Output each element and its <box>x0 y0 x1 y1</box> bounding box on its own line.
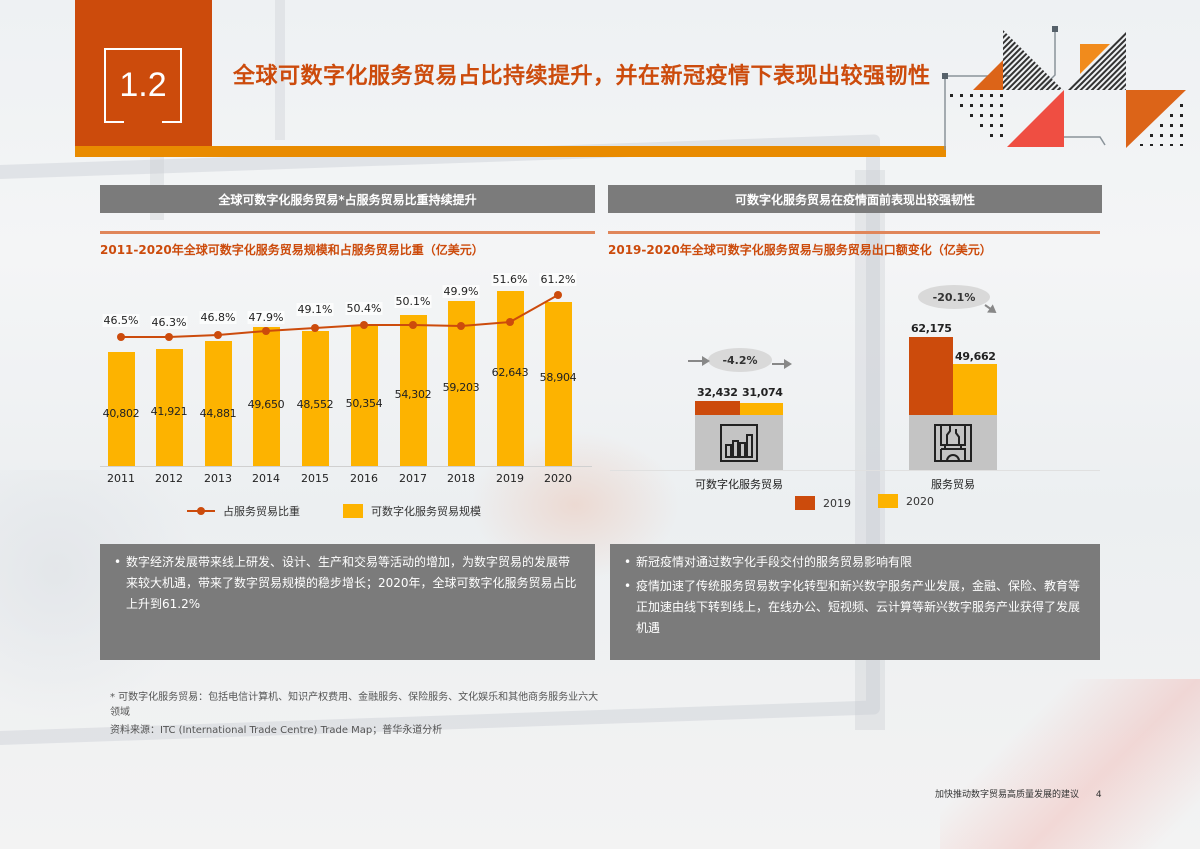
bar-value: 41,921 <box>150 405 188 418</box>
footnote-definition: * 可数字化服务贸易：包括电信计算机、知识产权费用、金融服务、保险服务、文化娱乐… <box>110 692 599 718</box>
header-underline <box>75 146 946 157</box>
line-marker-icon <box>187 507 215 515</box>
bar-2014 <box>253 327 280 466</box>
pct-label: 49.9% <box>442 285 480 298</box>
arrow-down-right-icon <box>984 304 996 313</box>
arrow-right-icon <box>772 359 792 369</box>
x-tick: 2017 <box>399 472 427 485</box>
bar-digital-2020 <box>740 403 783 415</box>
footer-title: 加快推动数字贸易高质量发展的建议 <box>935 790 1080 800</box>
legend-item-2019: 2019 <box>795 496 851 510</box>
bar-value: 58,904 <box>539 371 577 384</box>
bar-value: 32,432 <box>697 386 738 399</box>
legend-item-volume: 可数字化服务贸易规模 <box>343 503 481 519</box>
category-label: 服务贸易 <box>931 478 975 491</box>
right-divider <box>608 231 1100 234</box>
pct-label: 61.2% <box>539 273 577 286</box>
x-tick: 2015 <box>301 472 329 485</box>
bar-2011 <box>108 352 135 466</box>
bar-value: 44,881 <box>199 407 237 420</box>
legend-item-share: 占服务贸易比重 <box>187 503 300 519</box>
pct-label: 47.9% <box>247 311 285 324</box>
left-section-title: 全球可数字化服务贸易*占服务贸易比重持续提升 <box>100 185 595 213</box>
x-tick: 2014 <box>252 472 280 485</box>
right-section-title: 可数字化服务贸易在疫情面前表现出较强韧性 <box>608 185 1102 213</box>
bar-value: 62,175 <box>911 322 952 335</box>
bar-value: 59,203 <box>442 381 480 394</box>
pct-label: 46.3% <box>150 316 188 329</box>
bar-2017 <box>400 315 427 466</box>
x-tick: 2011 <box>107 472 135 485</box>
x-axis <box>100 466 592 467</box>
x-tick: 2020 <box>544 472 572 485</box>
bar-value: 40,802 <box>102 407 140 420</box>
bar-2015 <box>302 331 329 466</box>
bar-services-2020 <box>953 364 997 415</box>
bar-value: 49,650 <box>247 398 285 411</box>
bar-2013 <box>205 341 232 466</box>
digital-icon-box <box>695 415 783 470</box>
pct-label: 50.1% <box>394 295 432 308</box>
x-tick: 2018 <box>447 472 475 485</box>
bar-value: 62,643 <box>491 366 529 379</box>
services-icon-box <box>909 415 997 470</box>
arrow-line <box>688 356 710 366</box>
section-number-block <box>75 0 212 146</box>
left-chart-title: 2011-2020年全球可数字化服务贸易规模和占服务贸易比重（亿美元） <box>100 243 484 257</box>
x-tick: 2013 <box>204 472 232 485</box>
footnotes: * 可数字化服务贸易：包括电信计算机、知识产权费用、金融服务、保险服务、文化娱乐… <box>110 690 600 738</box>
left-divider <box>100 231 595 234</box>
summary-bullet: 新冠疫情对通过数字化手段交付的服务贸易影响有限 <box>624 552 1086 573</box>
pct-label: 50.4% <box>345 302 383 315</box>
building-icon <box>934 423 972 462</box>
page-footer: 加快推动数字贸易高质量发展的建议 4 <box>935 787 1102 800</box>
x-tick: 2019 <box>496 472 524 485</box>
x-tick: 2012 <box>155 472 183 485</box>
swatch-icon <box>795 496 815 510</box>
summary-bullet: 疫情加速了传统服务贸易数字化转型和新兴数字服务产业发展，金融、保险、教育等正加速… <box>624 576 1086 639</box>
pct-label: 51.6% <box>491 273 529 286</box>
bar-digital-2019 <box>695 401 740 415</box>
bar-swatch-icon <box>343 504 363 518</box>
pct-label: 46.8% <box>199 311 237 324</box>
bar-value: 31,074 <box>742 386 783 399</box>
category-label: 可数字化服务贸易 <box>695 478 783 491</box>
right-summary-box: 新冠疫情对通过数字化手段交付的服务贸易影响有限 疫情加速了传统服务贸易数字化转型… <box>610 544 1100 660</box>
bar-value: 49,662 <box>955 350 996 363</box>
change-badge-services: -20.1% <box>918 285 990 309</box>
right-chart-title: 2019-2020年全球可数字化服务贸易与服务贸易出口额变化（亿美元） <box>608 243 992 257</box>
section-number: 1.2 <box>104 48 182 123</box>
decorative-triangles-icon <box>942 26 1186 150</box>
bar-value: 50,354 <box>345 397 383 410</box>
bar-2012 <box>156 349 183 466</box>
legend-item-2020: 2020 <box>878 494 934 508</box>
bar-chart-icon <box>720 423 758 462</box>
bar-value: 54,302 <box>394 388 432 401</box>
bar-2020 <box>545 302 572 466</box>
summary-bullet: 数字经济发展带来线上研发、设计、生产和交易等活动的增加，为数字贸易的发展带来较大… <box>114 552 581 615</box>
bar-2016 <box>351 325 378 466</box>
x-tick: 2016 <box>350 472 378 485</box>
pct-label: 46.5% <box>102 314 140 327</box>
change-badge-digital: -4.2% <box>708 348 772 372</box>
left-summary-box: 数字经济发展带来线上研发、设计、生产和交易等活动的增加，为数字贸易的发展带来较大… <box>100 544 595 660</box>
footnote-source: 资料来源：ITC (International Trade Centre) Tr… <box>110 725 443 736</box>
swatch-icon <box>878 494 898 508</box>
bar-value: 48,552 <box>296 398 334 411</box>
pct-label: 49.1% <box>296 303 334 316</box>
x-axis <box>610 470 1100 471</box>
page-title: 全球可数字化服务贸易占比持续提升，并在新冠疫情下表现出较强韧性 <box>233 64 931 89</box>
page-number: 4 <box>1095 790 1102 800</box>
bar-services-2019 <box>909 337 953 415</box>
